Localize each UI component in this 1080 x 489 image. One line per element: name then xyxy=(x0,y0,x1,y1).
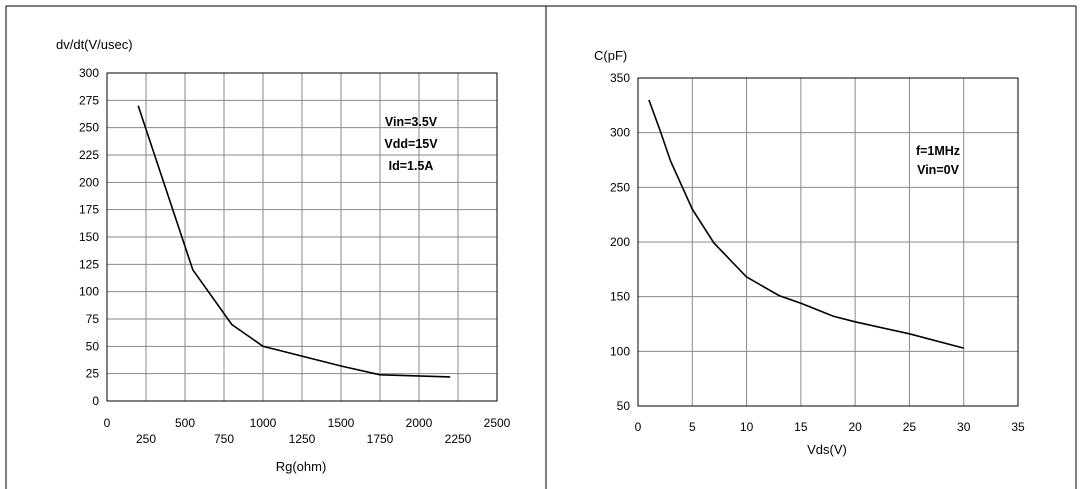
y-axis-label: dv/dt(V/usec) xyxy=(56,37,133,52)
grid xyxy=(637,77,1019,407)
x-tick-label: 750 xyxy=(214,432,234,446)
y-tick-label: 175 xyxy=(79,203,99,217)
x-tick-label: 2500 xyxy=(484,416,511,430)
y-tick-label: 50 xyxy=(617,399,631,413)
annotation-line: Vin=3.5V xyxy=(385,115,438,129)
y-tick-label: 150 xyxy=(79,230,99,244)
x-tick-label: 2250 xyxy=(445,432,472,446)
y-tick-label: 75 xyxy=(86,312,100,326)
tick-labels: 50 100 150 200 250 300 350 0 5 10 15 20 25 30 35 xyxy=(610,71,1025,434)
annotation-line: f=1MHz xyxy=(916,144,960,158)
y-tick-label: 250 xyxy=(79,121,99,135)
series-line xyxy=(648,99,964,349)
plot-frame xyxy=(106,72,498,402)
x-tick-label: 250 xyxy=(136,432,156,446)
y-tick-label: 300 xyxy=(79,66,99,80)
y-tick-label: 225 xyxy=(79,148,99,162)
x-tick-label: 500 xyxy=(175,416,195,430)
x-tick-label: 1250 xyxy=(289,432,316,446)
y-tick-label: 250 xyxy=(610,180,630,194)
y-tick-label: 50 xyxy=(86,339,100,353)
test-conditions-annotation: Vin=3.5V Vdd=15V Id=1.5A xyxy=(384,115,438,173)
annotation-line: Vin=0V xyxy=(917,163,959,177)
x-tick-label: 1500 xyxy=(328,416,355,430)
series-line xyxy=(137,105,451,378)
x-axis-label: Rg(ohm) xyxy=(276,459,327,474)
y-tick-label: 100 xyxy=(79,285,99,299)
x-tick-label: 2000 xyxy=(406,416,433,430)
capacitance-vs-vds-chart: C(pF) Vds(V) 50 100 150 200 250 300 350 0 5 10 15 2… xyxy=(594,48,1025,457)
test-conditions-annotation: f=1MHz Vin=0V xyxy=(916,144,960,177)
x-tick-label: 15 xyxy=(794,420,808,434)
y-tick-label: 300 xyxy=(610,126,630,140)
y-tick-label: 350 xyxy=(610,71,630,85)
y-tick-label: 200 xyxy=(610,235,630,249)
panel-frames xyxy=(5,5,1077,489)
y-tick-label: 100 xyxy=(610,344,630,358)
x-axis-label: Vds(V) xyxy=(807,442,847,457)
annotation-line: Vdd=15V xyxy=(384,137,438,151)
y-axis-label: C(pF) xyxy=(594,48,627,63)
x-tick-label: 0 xyxy=(104,416,111,430)
x-tick-label: 1000 xyxy=(250,416,277,430)
grid xyxy=(106,72,498,402)
tick-labels: 0 25 50 75 100 125 150 175 200 225 250 275 300 0 500 10… xyxy=(79,66,511,446)
y-tick-label: 150 xyxy=(610,290,630,304)
x-tick-label: 20 xyxy=(848,420,862,434)
x-tick-label: 30 xyxy=(957,420,971,434)
y-tick-label: 25 xyxy=(86,367,100,381)
x-tick-label: 5 xyxy=(689,420,696,434)
y-tick-label: 200 xyxy=(79,175,99,189)
y-tick-label: 275 xyxy=(79,93,99,107)
x-tick-label: 35 xyxy=(1011,420,1025,434)
x-tick-label: 1750 xyxy=(367,432,394,446)
x-tick-label: 10 xyxy=(740,420,754,434)
plot-frame xyxy=(637,77,1019,407)
dvdt-vs-rg-chart: dv/dt(V/usec) Rg(ohm) 0 25 50 75 100 125 150 17… xyxy=(56,37,511,474)
y-tick-label: 0 xyxy=(92,394,99,408)
annotation-line: Id=1.5A xyxy=(389,159,434,173)
x-tick-label: 0 xyxy=(635,420,642,434)
y-tick-label: 125 xyxy=(79,257,99,271)
x-tick-label: 25 xyxy=(903,420,917,434)
